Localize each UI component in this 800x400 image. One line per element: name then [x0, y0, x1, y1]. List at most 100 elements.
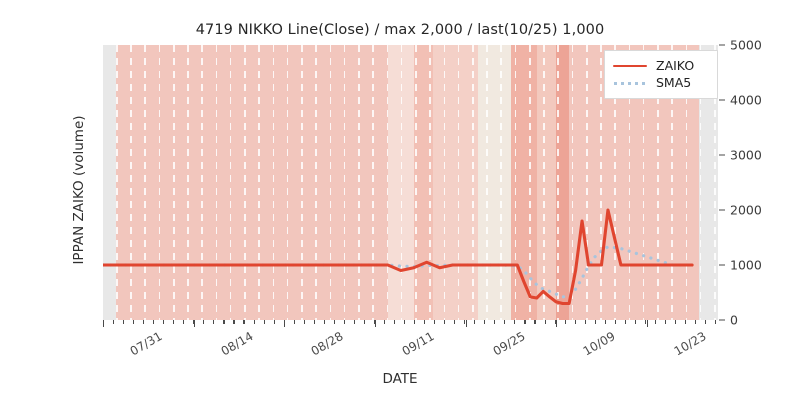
- x-axis-minor-tick: [434, 320, 436, 324]
- background-bands: [103, 45, 718, 320]
- gridline: [130, 45, 132, 320]
- legend[interactable]: ZAIKO SMA5: [604, 50, 718, 99]
- x-axis-minor-tick: [404, 320, 406, 324]
- x-axis-ticks: [103, 320, 718, 328]
- x-axis-minor-tick: [343, 320, 345, 324]
- x-axis-minor-tick: [444, 320, 446, 324]
- gridline: [301, 45, 303, 320]
- gridline: [201, 45, 203, 320]
- x-axis-minor-tick: [624, 320, 626, 324]
- x-axis-minor-tick: [123, 320, 125, 324]
- gridline: [714, 45, 716, 320]
- gridline: [671, 45, 673, 320]
- y-axis-tick: 2000: [719, 203, 762, 218]
- x-axis-tick-label: 09/25: [490, 329, 528, 359]
- x-axis-minor-tick: [273, 320, 275, 324]
- x-axis-minor-tick: [414, 320, 416, 324]
- y-axis-tick: 1000: [719, 258, 762, 273]
- x-axis-minor-tick: [323, 320, 325, 324]
- x-axis-minor-tick: [514, 320, 516, 324]
- gridline: [600, 45, 602, 320]
- x-axis-minor-tick: [604, 320, 606, 324]
- x-axis-tick-label: 07/31: [127, 329, 165, 359]
- y-axis-title: IPPAN ZAIKO (volume): [71, 115, 87, 265]
- zaiko-line: [103, 208, 694, 306]
- tick-mark-icon: [719, 319, 725, 321]
- gridline: [372, 45, 374, 320]
- legend-item-sma5[interactable]: SMA5: [613, 74, 709, 91]
- gridline: [258, 45, 260, 320]
- tick-mark-icon: [719, 154, 725, 156]
- gridline: [244, 45, 246, 320]
- gridline: [115, 45, 118, 320]
- x-axis-minor-tick: [564, 320, 566, 324]
- gridline: [329, 45, 332, 320]
- x-axis-minor-tick: [393, 320, 396, 324]
- background-band: [433, 45, 479, 320]
- gridline: [657, 45, 659, 320]
- x-axis-minor-tick: [173, 320, 175, 324]
- x-axis-minor-tick: [504, 320, 506, 324]
- y-axis-tick: 3000: [719, 148, 762, 163]
- gridline: [585, 45, 588, 320]
- gridline: [472, 45, 474, 320]
- x-axis-tick-label: 10/23: [671, 329, 709, 359]
- gridline: [358, 45, 360, 320]
- gridline: [343, 45, 346, 320]
- tick-mark-icon: [719, 209, 725, 211]
- background-band: [387, 45, 414, 320]
- x-axis-minor-tick: [464, 320, 466, 324]
- x-axis-minor-tick: [333, 320, 335, 324]
- x-axis-tick-label: 08/14: [218, 329, 256, 359]
- x-axis-major-tick: [556, 320, 558, 327]
- gridline: [614, 45, 616, 320]
- x-axis-major-tick: [103, 320, 105, 327]
- x-axis-minor-tick: [253, 320, 255, 324]
- x-axis-minor-tick: [283, 320, 285, 324]
- gridline: [400, 45, 403, 320]
- x-axis-major-tick: [374, 320, 376, 327]
- gridline: [187, 45, 189, 320]
- x-axis-minor-tick: [484, 320, 486, 324]
- x-axis-title: DATE: [382, 371, 418, 387]
- x-axis-minor-tick: [313, 320, 315, 324]
- tick-mark-icon: [719, 99, 725, 101]
- x-axis-minor-tick: [494, 320, 496, 324]
- x-axis-minor-tick: [664, 320, 666, 324]
- x-axis-minor-tick: [233, 320, 235, 324]
- gridline: [514, 45, 517, 320]
- gridline: [172, 45, 175, 320]
- x-axis-minor-tick: [243, 320, 245, 324]
- gridline: [571, 45, 574, 320]
- x-axis-minor-tick: [303, 320, 305, 324]
- x-axis-minor-tick: [143, 320, 145, 324]
- x-axis-minor-tick: [584, 320, 586, 324]
- x-axis-minor-tick: [293, 320, 295, 324]
- gridline: [486, 45, 488, 320]
- gridline: [642, 45, 645, 320]
- background-band: [536, 45, 557, 320]
- gridline: [144, 45, 147, 320]
- x-axis-minor-tick: [634, 320, 636, 324]
- gridline: [229, 45, 232, 320]
- x-axis-labels: 07/31 08/14 08/28 09/11 09/25 10/09 10/23: [103, 329, 718, 369]
- x-axis-major-tick: [193, 320, 195, 327]
- gridline: [500, 45, 503, 320]
- gridline: [415, 45, 417, 320]
- gridline: [158, 45, 161, 320]
- gridline: [286, 45, 289, 320]
- x-axis-minor-tick: [654, 320, 656, 324]
- gridline: [528, 45, 531, 320]
- x-axis-major-tick: [646, 320, 648, 327]
- x-axis-minor-tick: [353, 320, 355, 324]
- x-axis-minor-tick: [534, 320, 536, 324]
- x-axis-minor-tick: [524, 320, 526, 324]
- gridline: [685, 45, 688, 320]
- legend-item-zaiko[interactable]: ZAIKO: [613, 57, 709, 74]
- x-axis-minor-tick: [223, 320, 225, 324]
- gridline: [315, 45, 317, 320]
- gridline: [699, 45, 702, 320]
- x-axis-minor-tick: [113, 320, 115, 324]
- tick-mark-icon: [719, 44, 725, 46]
